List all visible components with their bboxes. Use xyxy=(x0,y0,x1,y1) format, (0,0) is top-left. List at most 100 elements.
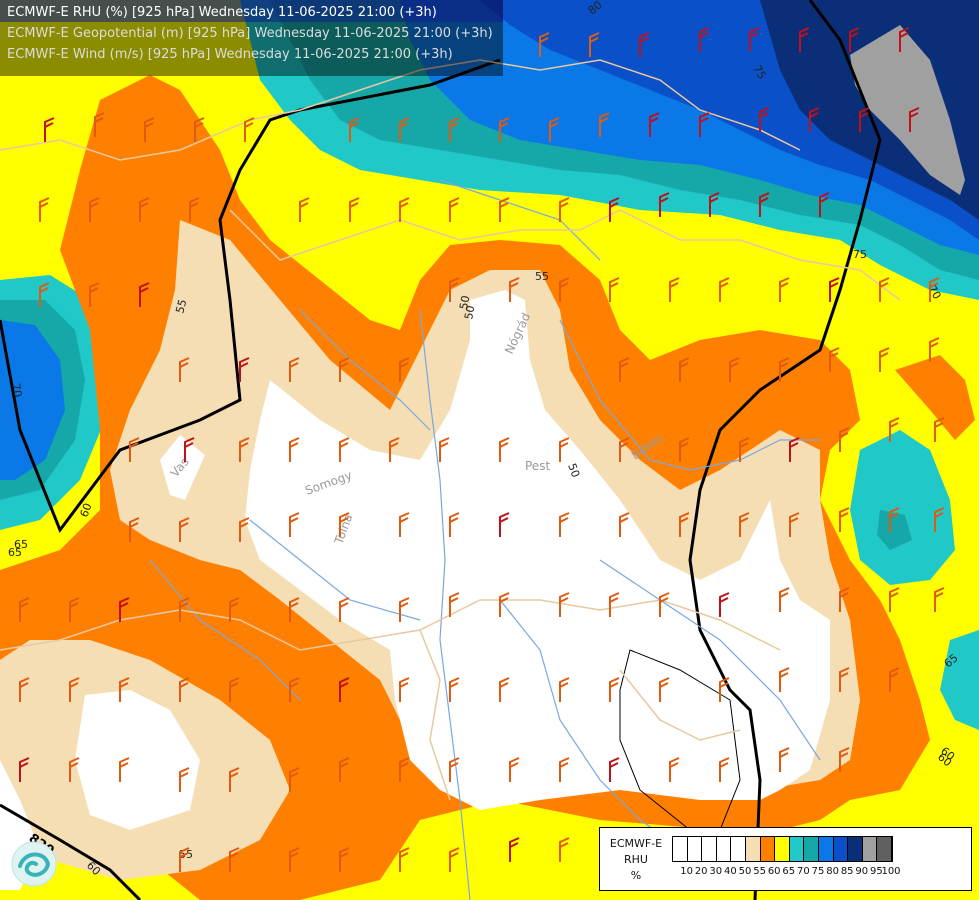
wind-barb xyxy=(889,507,900,532)
wind-barb xyxy=(659,592,670,617)
legend-unit: % xyxy=(630,869,642,882)
rhu-band-80-west xyxy=(0,320,65,480)
wind-barb xyxy=(119,757,130,782)
wind-barb xyxy=(179,677,190,702)
geopotential-contour xyxy=(0,803,142,900)
wind-barb xyxy=(609,197,620,222)
wind-barb xyxy=(499,437,510,462)
wind-barb xyxy=(339,512,350,537)
wind-barb xyxy=(239,357,250,382)
wind-barb xyxy=(619,357,630,382)
contour-label: 65 xyxy=(8,546,22,559)
wind-barb xyxy=(439,437,450,462)
wind-barb xyxy=(349,117,360,142)
wind-barb xyxy=(609,677,620,702)
wind-barb xyxy=(799,27,810,52)
legend-tick: 70 xyxy=(797,866,810,877)
wind-barb xyxy=(809,107,820,132)
wind-barb xyxy=(789,437,800,462)
wind-barb xyxy=(559,437,570,462)
wind-barb xyxy=(679,512,690,537)
wind-barb xyxy=(829,347,840,372)
wind-barb xyxy=(399,677,410,702)
wind-barb xyxy=(659,677,670,702)
wind-barb xyxy=(619,512,630,537)
wind-barb xyxy=(559,677,570,702)
wind-barb xyxy=(19,757,30,782)
wind-barb xyxy=(779,747,790,772)
legend-tick: 65 xyxy=(782,866,796,877)
wind-barb xyxy=(719,592,730,617)
wind-barb xyxy=(189,197,200,222)
wind-barb xyxy=(934,587,945,612)
wind-barb xyxy=(449,757,460,782)
wind-barb xyxy=(679,437,690,462)
header-highlight xyxy=(0,0,503,22)
wind-barb xyxy=(739,437,750,462)
contour-label: 50 xyxy=(462,304,477,320)
wind-barb xyxy=(934,417,945,442)
wind-barb xyxy=(779,667,790,692)
wind-barb xyxy=(499,677,510,702)
rhu-band-70-se xyxy=(940,630,979,730)
rivers xyxy=(149,179,821,900)
wind-barb xyxy=(839,507,850,532)
wind-barb xyxy=(929,277,940,302)
contour-label: 55 xyxy=(535,270,549,283)
wind-barb xyxy=(934,507,945,532)
map-header: ECMWF-E RHU (%) [925 hPa] Wednesday 11-0… xyxy=(0,0,503,76)
wind-barb xyxy=(649,112,660,137)
legend-swatch xyxy=(877,837,892,861)
wind-barb xyxy=(289,597,300,622)
wind-barb xyxy=(229,677,240,702)
wind-barb xyxy=(179,767,190,792)
wind-barb xyxy=(619,437,630,462)
wind-barb xyxy=(779,357,790,382)
wind-barb xyxy=(889,417,900,442)
wind-barb xyxy=(399,357,410,382)
wind-barb xyxy=(399,197,410,222)
wind-barb xyxy=(449,277,460,302)
wind-barb xyxy=(609,592,620,617)
wind-barb xyxy=(559,592,570,617)
wind-barb xyxy=(559,837,570,862)
wind-barb xyxy=(39,282,50,307)
wind-barb xyxy=(339,357,350,382)
legend-tick: 80 xyxy=(826,866,839,877)
wind-barb xyxy=(139,197,150,222)
wind-barb xyxy=(499,197,510,222)
legend-swatch xyxy=(833,837,849,861)
wind-barb xyxy=(839,427,850,452)
wind-barb xyxy=(599,112,610,137)
legend-tick: 60 xyxy=(767,866,781,877)
wind-barb xyxy=(399,847,410,872)
contour-label: 50 xyxy=(565,462,582,480)
legend-tick: 90 xyxy=(855,866,869,877)
legend-tick: 40 xyxy=(724,866,737,877)
rhu-band-50-west-small xyxy=(160,435,205,500)
wind-barb xyxy=(889,587,900,612)
wind-barb xyxy=(849,27,860,52)
wind-barb xyxy=(399,757,410,782)
wind-barb xyxy=(89,197,100,222)
legend-swatch xyxy=(848,837,863,861)
wind-barb xyxy=(499,117,510,142)
rhu-band-75-east xyxy=(877,510,912,550)
wind-barb xyxy=(339,437,350,462)
wind-barb xyxy=(119,677,130,702)
legend-tick: 100 xyxy=(881,866,901,877)
wind-barb xyxy=(879,347,890,372)
legend-swatch xyxy=(804,837,819,861)
wind-barb xyxy=(499,512,510,537)
wind-barb xyxy=(559,512,570,537)
rhu-band-70-east xyxy=(850,430,955,585)
contour-label: 75 xyxy=(750,63,768,82)
wind-barb xyxy=(839,587,850,612)
wind-barb xyxy=(609,277,620,302)
legend-tick: 85 xyxy=(840,866,854,877)
wind-barb xyxy=(729,357,740,382)
wind-barb xyxy=(94,112,105,137)
wind-barb xyxy=(194,117,205,142)
place-label-pest: Pest xyxy=(525,459,550,473)
wind-barb xyxy=(289,357,300,382)
